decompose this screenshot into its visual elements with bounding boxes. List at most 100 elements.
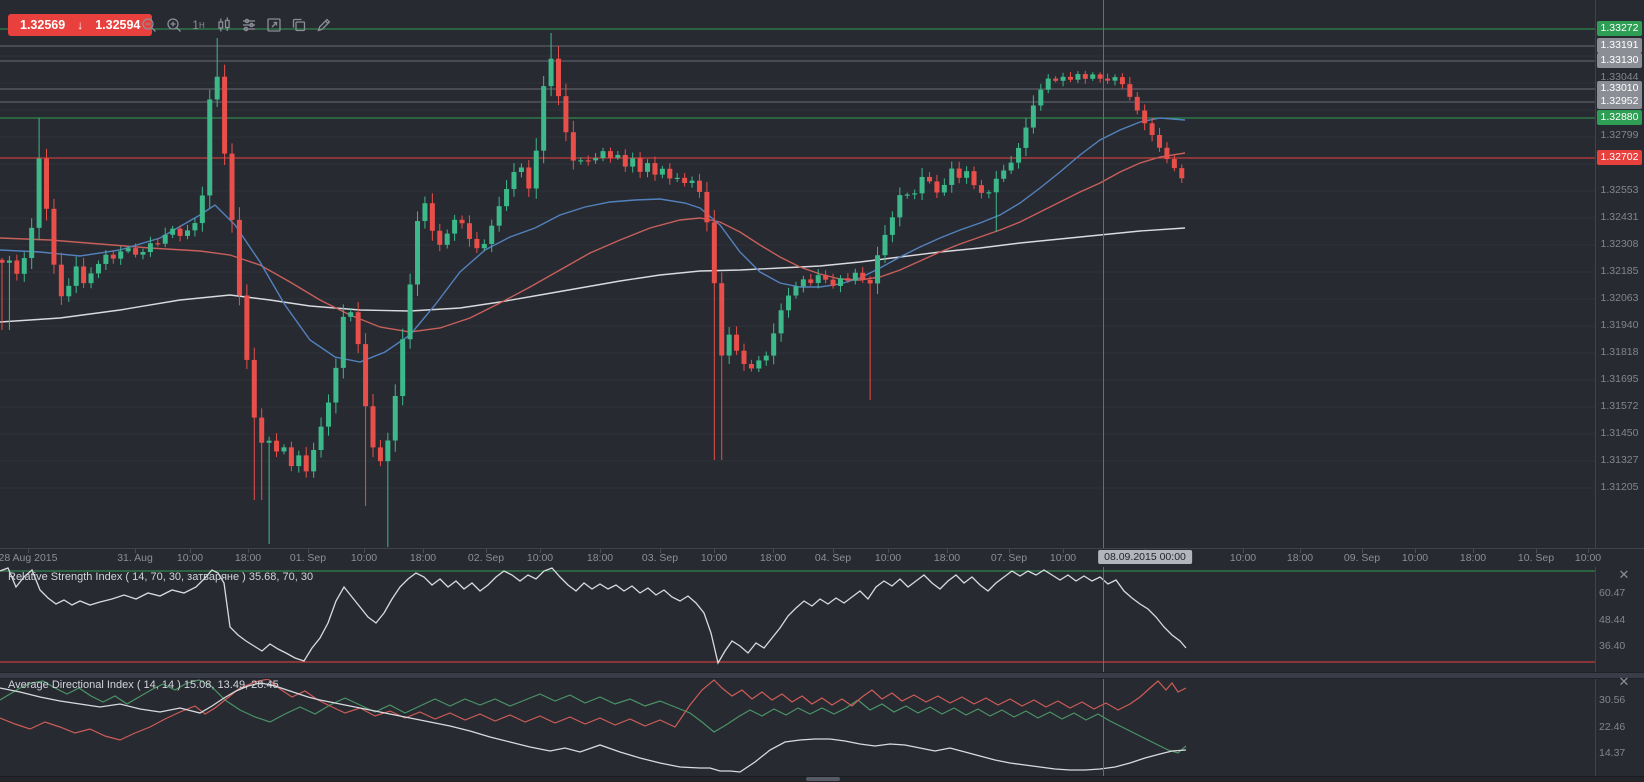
price-label: 1.31940 — [1600, 319, 1639, 331]
time-tick — [833, 549, 834, 553]
time-label: 18:00 — [1459, 552, 1487, 564]
price-label: 1.31450 — [1600, 427, 1639, 439]
rsi-chart — [0, 567, 1595, 665]
time-label: 10:00 — [1401, 552, 1429, 564]
time-tick — [600, 549, 601, 553]
price-label: 1.32553 — [1600, 184, 1639, 196]
time-tick — [773, 549, 774, 553]
quote-buttons[interactable]: 1.32569 ↓ 1.32594 — [8, 14, 153, 36]
zoom-out-icon[interactable] — [136, 14, 161, 36]
rsi-axis-value: 48.44 — [1599, 614, 1626, 626]
price-label: 1.31327 — [1600, 454, 1639, 466]
expand-icon[interactable] — [261, 14, 286, 36]
time-label: 10:00 — [176, 552, 204, 564]
time-label: 10. Sep — [1517, 552, 1555, 564]
adx-pane[interactable] — [0, 677, 1595, 776]
time-tick — [714, 549, 715, 553]
indicators-icon[interactable] — [236, 14, 261, 36]
time-label: 10:00 — [874, 552, 902, 564]
compare-icon[interactable] — [286, 14, 311, 36]
price-axis-separator — [1595, 0, 1596, 776]
horizontal-scrollbar-handle[interactable] — [806, 777, 840, 781]
time-tick — [1243, 549, 1244, 553]
price-label: 1.33010 — [1597, 81, 1642, 96]
time-label: 09. Sep — [1343, 552, 1381, 564]
price-label: 1.32799 — [1600, 129, 1639, 141]
time-label: 18:00 — [409, 552, 437, 564]
price-label: 1.33130 — [1597, 53, 1642, 68]
crosshair-vertical-line — [1103, 0, 1104, 776]
price-label: 1.32063 — [1600, 292, 1639, 304]
price-label: 1.31572 — [1600, 400, 1639, 412]
time-label: 02. Sep — [467, 552, 505, 564]
price-axis[interactable]: 1.33272 1.33191 1.33130 1.33044 1.33010 1.329… — [1595, 0, 1644, 782]
chart-type-candles-icon[interactable] — [211, 14, 236, 36]
adx-chart — [0, 678, 1187, 773]
time-label: 10:00 — [1229, 552, 1257, 564]
time-tick — [1300, 549, 1301, 553]
price-label: 1.31695 — [1600, 373, 1639, 385]
time-label: 10:00 — [526, 552, 554, 564]
time-tick — [1588, 549, 1589, 553]
candlestick-chart[interactable] — [0, 0, 1595, 548]
time-tick — [1536, 549, 1537, 553]
buy-price-button[interactable]: 1.32594 — [95, 18, 141, 32]
time-label: 10:00 — [350, 552, 378, 564]
price-label: 1.33044 — [1600, 71, 1639, 83]
time-label: 01. Sep — [289, 552, 327, 564]
time-label: 18:00 — [1286, 552, 1314, 564]
time-label: 18:00 — [933, 552, 961, 564]
time-axis[interactable]: 28 Aug 2015 31. Aug 10:00 18:00 01. Sep 10:00… — [0, 548, 1644, 567]
price-label: 1.32308 — [1600, 238, 1639, 250]
time-tick — [248, 549, 249, 553]
time-tick — [1009, 549, 1010, 553]
price-label: 1.33272 — [1597, 21, 1642, 36]
time-tick — [540, 549, 541, 553]
price-label: 1.32880 — [1597, 110, 1642, 125]
time-tick — [1415, 549, 1416, 553]
time-tick — [660, 549, 661, 553]
time-label: 04. Sep — [814, 552, 852, 564]
time-tick — [364, 549, 365, 553]
rsi-close-icon[interactable]: ✕ — [1618, 567, 1630, 582]
price-label: 1.32952 — [1597, 94, 1642, 109]
time-label: 31. Aug — [117, 552, 153, 564]
rsi-title: Relative Strength Index ( 14, 70, 30, за… — [8, 571, 314, 583]
price-label: 1.31205 — [1600, 481, 1639, 493]
time-label: 18:00 — [759, 552, 787, 564]
time-tick — [423, 549, 424, 553]
time-label: 10:00 — [700, 552, 728, 564]
price-label: 1.31818 — [1600, 346, 1639, 358]
price-label: 1.32431 — [1600, 211, 1639, 223]
time-tick — [1473, 549, 1474, 553]
time-tick — [888, 549, 889, 553]
price-label: 1.32185 — [1600, 265, 1639, 277]
time-tick — [28, 549, 29, 553]
time-tick — [1063, 549, 1064, 553]
sell-price-button[interactable]: 1.32569 — [20, 18, 66, 32]
panel-separator[interactable] — [0, 672, 1644, 679]
time-tick — [947, 549, 948, 553]
adx-axis-value: 30.56 — [1599, 694, 1626, 706]
rsi-axis-value: 60.47 — [1599, 587, 1626, 599]
time-label: 10:00 — [1574, 552, 1602, 564]
price-label: 1.33191 — [1597, 38, 1642, 53]
time-tick — [135, 549, 136, 553]
main-chart-pane[interactable] — [0, 0, 1595, 548]
draw-icon[interactable] — [311, 14, 336, 36]
rsi-axis-value: 36.40 — [1599, 640, 1626, 652]
time-label: 07. Sep — [990, 552, 1028, 564]
time-label: 18:00 — [586, 552, 614, 564]
time-tick — [190, 549, 191, 553]
time-label: 10:00 — [1049, 552, 1077, 564]
arrow-down-icon: ↓ — [77, 18, 84, 32]
crosshair-date-badge: 08.09.2015 00:00 — [1098, 550, 1192, 564]
adx-axis-value: 22.46 — [1599, 721, 1626, 733]
adx-close-icon[interactable]: ✕ — [1618, 674, 1630, 689]
zoom-in-icon[interactable] — [161, 14, 186, 36]
time-tick — [1362, 549, 1363, 553]
time-tick — [308, 549, 309, 553]
